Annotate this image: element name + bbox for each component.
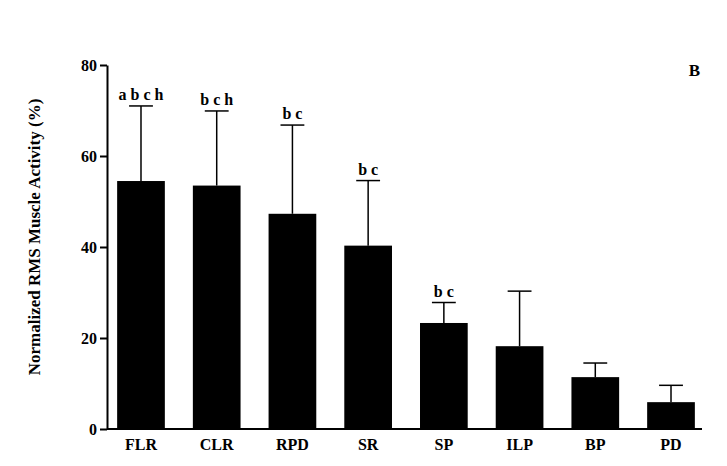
y-tick-label: 40 bbox=[81, 239, 97, 256]
x-tick: CLR bbox=[200, 429, 234, 453]
error-bar-stem bbox=[367, 181, 369, 246]
y-tick: 20 bbox=[81, 330, 107, 347]
error-bar-cap bbox=[508, 290, 532, 292]
x-axis: FLR CLR RPD SR SP ILP BP PD bbox=[107, 429, 702, 453]
bar bbox=[344, 246, 392, 429]
significance-label: b c bbox=[358, 161, 378, 178]
error-bar-stem bbox=[670, 385, 672, 402]
bar bbox=[647, 402, 695, 429]
error-bar bbox=[129, 106, 153, 181]
x-tick-label: PD bbox=[660, 436, 681, 453]
x-tick-label: ILP bbox=[506, 436, 533, 453]
y-tick-mark bbox=[100, 247, 107, 249]
y-tick: 80 bbox=[81, 57, 107, 74]
bar bbox=[193, 186, 241, 429]
x-tick: SP bbox=[435, 429, 454, 453]
error-bar bbox=[356, 181, 380, 246]
x-tick: PD bbox=[660, 429, 681, 453]
error-bar-stem bbox=[595, 363, 597, 377]
y-tick-mark bbox=[100, 65, 107, 67]
significance-label: b c h bbox=[200, 91, 233, 108]
error-bar-cap bbox=[432, 302, 456, 304]
error-bar-cap bbox=[356, 180, 380, 182]
plot-area bbox=[117, 106, 695, 429]
error-bar-stem bbox=[216, 111, 218, 186]
y-tick-label: 20 bbox=[81, 330, 97, 347]
y-axis: 0 20 40 60 80 bbox=[81, 57, 108, 438]
error-bar-stem bbox=[140, 106, 142, 181]
y-tick-label: 80 bbox=[81, 57, 97, 74]
y-axis-title: Normalized RMS Muscle Activity (%) bbox=[25, 99, 44, 376]
x-tick-label: FLR bbox=[125, 436, 157, 453]
error-bar-stem bbox=[443, 303, 445, 323]
x-tick: BP bbox=[585, 429, 606, 453]
error-bar-cap bbox=[583, 362, 607, 364]
error-bar-cap bbox=[281, 124, 305, 126]
x-tick: RPD bbox=[276, 429, 309, 453]
error-bar bbox=[432, 303, 456, 323]
error-bar bbox=[281, 125, 305, 214]
x-tick: SR bbox=[358, 429, 379, 453]
y-tick-mark bbox=[100, 429, 107, 431]
x-tick-label: RPD bbox=[276, 436, 309, 453]
bar bbox=[269, 214, 317, 429]
error-bar-cap bbox=[129, 105, 153, 107]
y-tick-label: 60 bbox=[81, 148, 97, 165]
x-tick-label: SP bbox=[435, 436, 454, 453]
y-tick: 60 bbox=[81, 148, 107, 165]
y-tick-mark bbox=[100, 338, 107, 340]
y-tick: 40 bbox=[81, 239, 107, 256]
panel-label: B bbox=[689, 61, 700, 80]
x-axis-line bbox=[107, 428, 702, 430]
y-tick-label: 0 bbox=[89, 421, 97, 438]
x-tick-label: BP bbox=[585, 436, 606, 453]
bar bbox=[571, 377, 619, 429]
bar bbox=[420, 323, 468, 429]
error-bar-cap bbox=[205, 110, 229, 112]
error-bar bbox=[205, 111, 229, 186]
error-bar bbox=[659, 385, 683, 402]
y-tick-mark bbox=[100, 156, 107, 158]
significance-label: a b c h bbox=[119, 86, 164, 103]
error-bar-stem bbox=[519, 291, 521, 346]
x-tick: ILP bbox=[506, 429, 533, 453]
y-tick: 0 bbox=[89, 421, 107, 438]
error-bar-cap bbox=[659, 385, 683, 387]
x-tick-label: SR bbox=[358, 436, 379, 453]
bar bbox=[496, 346, 544, 429]
x-tick: FLR bbox=[125, 429, 157, 453]
error-bar bbox=[508, 291, 532, 346]
x-tick-label: CLR bbox=[200, 436, 234, 453]
error-bar-stem bbox=[292, 125, 294, 214]
chart: a b c h b c h b c b c b c 0 20 40 60 80 FLR CLR RPD S… bbox=[0, 0, 727, 466]
bar bbox=[117, 181, 165, 429]
error-bar bbox=[583, 363, 607, 377]
significance-label: b c bbox=[282, 105, 302, 122]
significance-label: b c bbox=[434, 283, 454, 300]
